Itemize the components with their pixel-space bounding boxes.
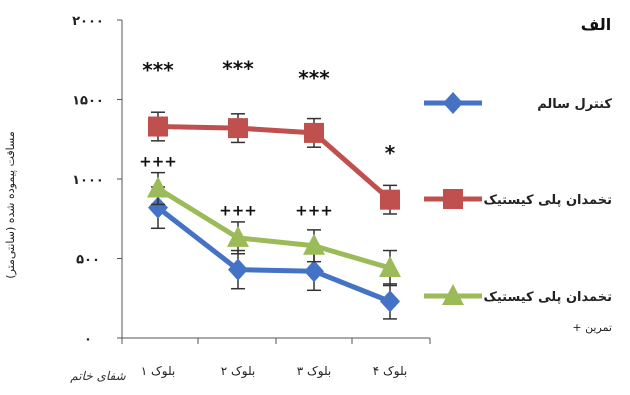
legend-entry-3: تخمدان پلی کیستیک + تمرین	[424, 284, 612, 334]
significance-plus: +++	[139, 152, 177, 170]
data-point	[304, 260, 324, 283]
legend-entry-1: کنترل سالم	[424, 92, 612, 114]
data-point	[228, 258, 248, 281]
data-point	[228, 118, 248, 139]
series-3	[147, 171, 401, 287]
y-tick-label: ۱۵۰۰	[72, 94, 104, 109]
data-point	[380, 189, 400, 210]
chart-marks: *** *** ****++++++ +++	[139, 57, 401, 320]
legend-label: تخمدان پلی کیستیک	[484, 193, 612, 208]
legend-label-line2: + تمرین	[572, 321, 612, 334]
y-tick-label: ۵۰۰	[76, 253, 100, 268]
data-point	[380, 290, 400, 313]
legend-label: کنترل سالم	[537, 97, 612, 112]
x-tick-label: بلوک ۴	[373, 364, 408, 379]
y-axis-label: مسافت پیموده شده (سانتی‌متر)	[4, 131, 17, 279]
data-point	[443, 92, 463, 114]
axes: ۰ ۵۰۰ ۱۰۰۰ ۱۵۰۰ ۲۰۰۰ بلوک ۱ بلوک ۲ بلوک ۳ بلوک ۴	[72, 14, 431, 379]
series-line	[156, 186, 391, 271]
data-point	[148, 116, 168, 137]
data-point	[443, 189, 463, 209]
y-tick-label: ۰	[84, 332, 92, 347]
series-line	[156, 205, 391, 304]
significance-stars: *	[385, 141, 396, 165]
significance-stars: ***	[142, 58, 174, 82]
data-point	[379, 256, 401, 278]
y-tick-label: ۱۰۰۰	[72, 173, 104, 188]
data-point	[303, 233, 325, 255]
significance-plus: +++	[295, 202, 333, 220]
series-line	[157, 124, 392, 202]
significance-stars: ***	[298, 66, 330, 90]
y-tick-label: ۲۰۰۰	[72, 14, 104, 29]
legend-label: تخمدان پلی کیستیک	[484, 290, 612, 305]
series-2	[148, 111, 400, 215]
data-point	[304, 122, 324, 143]
x-tick-label: بلوک ۳	[297, 364, 332, 379]
data-point	[227, 225, 249, 247]
data-point	[442, 284, 464, 305]
x-tick-label: بلوک ۲	[221, 364, 256, 379]
panel-label: الف	[581, 15, 612, 34]
watermark-logo: شفای خاتم	[70, 369, 126, 383]
data-point	[148, 196, 168, 219]
significance-plus: +++	[219, 202, 257, 220]
significance-stars: ***	[222, 57, 254, 81]
x-tick-label: بلوک ۱	[141, 364, 176, 379]
legend-entry-2: تخمدان پلی کیستیک	[424, 189, 612, 209]
series-1	[148, 186, 400, 320]
data-point	[147, 176, 169, 198]
